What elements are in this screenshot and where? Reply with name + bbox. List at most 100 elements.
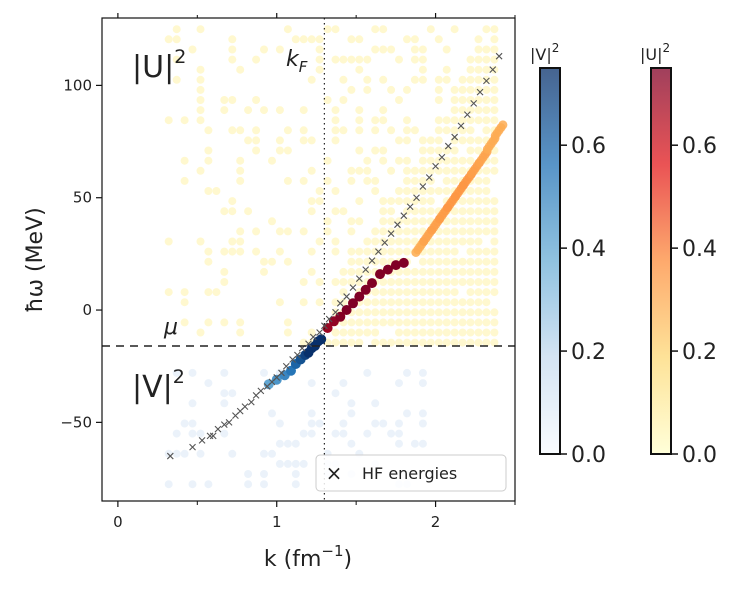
hf-energy-point: [316, 329, 324, 336]
qp-peak-point: [398, 257, 409, 268]
density-cell-u: [450, 217, 459, 226]
density-cell-u: [220, 207, 229, 216]
density-cell-u: [410, 298, 419, 307]
hf-energy-point: [225, 418, 233, 426]
density-cell-u: [379, 318, 388, 327]
hf-marker-stroke: [375, 248, 382, 256]
qp-peak-point: [271, 374, 282, 385]
density-cell-u: [331, 136, 340, 145]
density-cell-u: [331, 106, 340, 115]
density-cell-u: [323, 25, 332, 34]
density-cell-u: [426, 267, 435, 276]
density-cell-v: [268, 449, 276, 458]
density-cell-u: [442, 328, 451, 337]
density-cell-u: [339, 338, 348, 347]
density-cell-v: [260, 449, 268, 458]
density-cell-v: [188, 480, 197, 489]
density-cell-u: [331, 126, 340, 135]
density-cell-u: [418, 75, 427, 84]
density-cell-u: [450, 146, 459, 155]
density-cell-v: [307, 379, 316, 388]
hf-energy-point: [332, 308, 339, 316]
density-cell-u: [355, 106, 364, 115]
density-cell-u: [371, 146, 380, 155]
density-cell-u: [339, 288, 348, 297]
density-cell-v: [196, 449, 205, 458]
hf-marker-stroke: [495, 52, 503, 60]
density-cell-u: [474, 288, 483, 297]
density-cell-u: [403, 328, 411, 337]
density-cell-u: [379, 197, 388, 206]
colorbar-u2-title: |U|2: [640, 41, 670, 64]
density-cell-u: [434, 187, 443, 195]
hf-energy-point: [320, 322, 328, 330]
density-cell-u: [474, 106, 483, 115]
density-cell-u: [180, 318, 189, 327]
density-cell-u: [315, 237, 324, 246]
density-cell-u: [442, 278, 451, 286]
density-cell-u: [450, 207, 459, 216]
density-cell-u: [323, 227, 332, 236]
hf-energy-point: [355, 275, 363, 282]
hf-marker-stroke: [293, 351, 301, 359]
density-cell-u: [403, 308, 411, 317]
density-cell-u: [442, 227, 451, 236]
density-cell-u: [466, 187, 475, 195]
density-cell-v: [188, 429, 197, 438]
density-cell-u: [188, 45, 197, 54]
density-cell-u: [228, 197, 237, 206]
density-cell-u: [474, 257, 483, 266]
density-cell-u: [482, 318, 491, 327]
density-cell-u: [466, 146, 475, 155]
density-cell-v: [220, 429, 229, 438]
density-cell-u: [474, 45, 483, 54]
hf-energy-point: [198, 436, 206, 444]
density-cell-v: [403, 368, 411, 377]
density-cell-u: [418, 338, 427, 347]
density-cell-u: [204, 288, 213, 297]
density-cell-u: [458, 126, 467, 135]
density-cell-u: [418, 197, 427, 206]
density-cell-u: [395, 187, 403, 195]
density-cell-u: [371, 288, 380, 297]
density-cell-u: [236, 328, 245, 337]
density-cell-u: [395, 237, 403, 246]
density-cell-u: [450, 308, 459, 317]
density-cell-u: [482, 197, 491, 206]
colorbar-tick-label: 0.6: [571, 134, 606, 159]
hf-energy-point: [166, 452, 174, 460]
density-cell-u: [395, 55, 403, 64]
density-cell-u: [474, 328, 483, 337]
density-cell-v: [220, 389, 229, 398]
density-cell-u: [252, 55, 261, 64]
density-cell-u: [490, 207, 499, 216]
density-cell-v: [244, 480, 253, 489]
density-cell-u: [307, 197, 316, 206]
density-cell-u: [442, 237, 451, 246]
density-cell-u: [434, 318, 443, 327]
density-cell-u: [204, 247, 213, 256]
density-cell-u: [331, 247, 340, 256]
density-cell-u: [458, 278, 467, 286]
density-cell-v: [403, 409, 411, 418]
density-cell-u: [403, 85, 411, 94]
hf-energy-point: [282, 362, 290, 370]
density-cell-v: [291, 470, 300, 478]
density-cell-u: [426, 156, 435, 165]
hf-energy-point: [349, 284, 357, 291]
density-cell-u: [387, 217, 396, 226]
density-cell-u: [450, 288, 459, 297]
hf-energy-point: [309, 333, 317, 341]
density-cell-u: [331, 25, 340, 34]
density-cell-v: [172, 449, 181, 458]
plot-area: [101, 17, 516, 502]
density-cell-u: [434, 328, 443, 337]
colorbar-v2-fill: [540, 68, 560, 454]
density-cell-u: [260, 257, 268, 266]
density-cell-u: [482, 75, 491, 84]
density-cell-u: [466, 106, 475, 115]
legend-marker: ×: [326, 461, 343, 485]
density-cell-u: [315, 55, 324, 64]
density-cell-u: [458, 257, 467, 266]
density-cell-u: [244, 207, 253, 216]
